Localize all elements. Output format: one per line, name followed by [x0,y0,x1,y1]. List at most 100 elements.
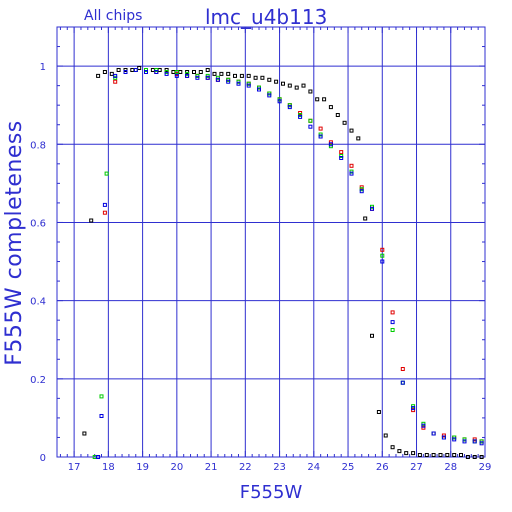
data-point [342,120,347,125]
data-points [82,66,484,459]
data-point [424,453,429,457]
data-point [246,73,251,78]
data-point [99,414,104,418]
data-point [267,77,272,82]
x-tick-label: 29 [479,462,492,473]
data-point [445,453,450,457]
y-tick-label: 0.4 [30,297,46,308]
data-point [195,75,200,80]
data-point [411,451,416,456]
data-point [370,206,374,211]
x-tick-label: 25 [342,462,355,473]
data-point [322,97,327,102]
data-point [99,394,104,399]
data-point [417,453,422,457]
data-point [349,163,354,168]
data-point [130,68,135,72]
y-tick-label: 0.8 [30,140,46,151]
data-point [226,71,231,76]
data-point [104,171,109,176]
data-point [113,73,118,78]
data-point [205,75,210,80]
data-point [102,210,107,215]
data-point [431,453,436,457]
data-point [383,433,388,438]
data-point [376,410,381,414]
x-axis-label: F555W [240,482,303,503]
data-point [404,451,409,456]
data-point [113,79,118,84]
data-point [308,124,313,129]
data-point [411,406,416,411]
data-point [318,134,323,139]
data-point [359,189,364,194]
data-point [472,439,477,444]
data-point [102,70,107,74]
data-point [356,136,361,141]
x-tick-label: 21 [205,462,218,473]
data-point [421,423,426,428]
data-point [390,328,395,332]
data-point [335,113,340,117]
data-point [219,71,224,76]
data-point [164,71,169,76]
x-tick-label: 23 [273,462,286,473]
data-point [178,70,183,74]
data-point [102,202,107,207]
data-point [479,441,484,446]
data-point [174,70,179,74]
data-point [133,68,138,72]
data-point [287,83,292,88]
x-tick-label: 24 [307,462,320,473]
data-point [253,75,258,80]
data-point [452,453,457,457]
data-point [390,320,395,325]
tick-marks [57,26,486,458]
data-point [236,81,241,86]
data-point [452,437,457,442]
chart-title: lmc_u4b113 [205,5,327,29]
x-tick-label: 20 [170,462,183,473]
data-point [123,70,128,74]
data-point [137,66,142,70]
x-tick-label: 22 [239,462,252,473]
data-point [257,87,261,92]
x-tick-label: 26 [376,462,389,473]
data-point [400,380,405,385]
data-point [462,439,467,444]
data-point [233,73,237,78]
data-point [328,142,333,147]
y-axis-label: F555W completeness [2,120,27,366]
data-point [400,367,405,371]
data-point [380,259,385,264]
data-point [157,68,162,72]
data-point [171,70,176,74]
data-point [174,73,179,78]
data-point [380,253,385,258]
data-point [294,85,299,90]
data-point [185,73,190,78]
x-tick-label: 28 [444,462,457,473]
data-point [441,435,446,440]
data-point [390,445,395,450]
x-tick-labels: 17 18 19 20 21 22 23 24 25 26 27 28 29 [68,462,492,473]
data-point [246,83,251,88]
data-point [339,156,344,160]
x-tick-label: 18 [102,462,115,473]
data-point [116,68,121,72]
data-point [349,128,354,133]
chart-subtitle: All chips [84,8,142,24]
data-point [274,79,279,84]
data-point [328,105,333,110]
data-point [215,77,220,82]
data-point [144,70,148,74]
data-point [380,247,385,252]
data-point [465,455,470,459]
data-point [308,89,313,94]
data-point [89,218,94,223]
data-point [318,126,323,131]
y-tick-labels: 0 0.2 0.4 0.6 0.8 1 [30,62,46,464]
data-point [349,171,354,176]
y-tick-label: 0 [40,453,46,464]
